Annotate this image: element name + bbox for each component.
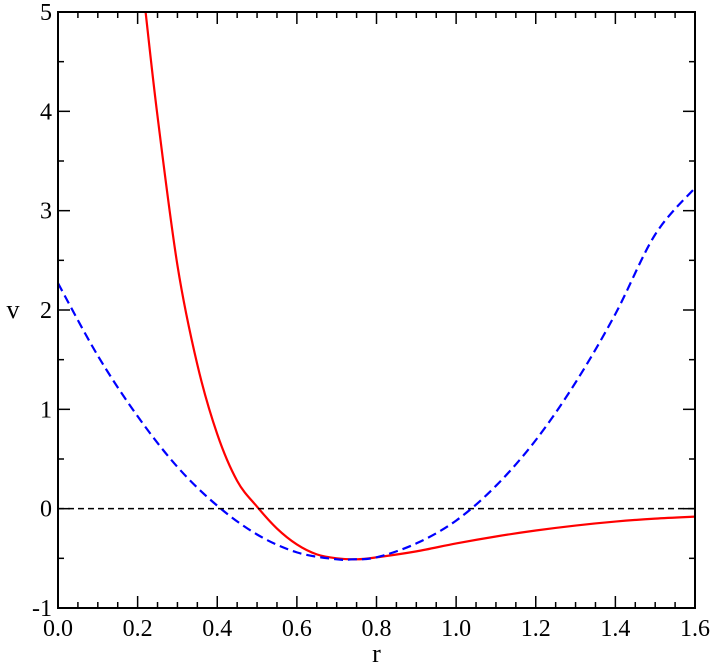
y-tick-label: 0: [40, 497, 52, 523]
x-tick-label: 1.6: [680, 616, 710, 642]
x-tick-label: 1.4: [600, 616, 630, 642]
y-tick-label: 5: [40, 0, 52, 26]
y-tick-label: 3: [40, 199, 52, 225]
blue-dashed-curve: [58, 187, 695, 562]
ticks-layer: [57, 11, 696, 609]
y-axis-title: v: [7, 295, 20, 324]
labels-layer: 0.0 0.2 0.4 0.6 0.8 1.0 1.2 1.4 1.6 -1 0 1 2 3 4 5: [32, 0, 710, 642]
plot-frame: [57, 11, 696, 609]
y-tick-label: 2: [40, 298, 52, 324]
x-tick-label: 0.0: [43, 616, 73, 642]
red-solid-curve: [144, 12, 695, 561]
x-tick-label: 0.4: [202, 616, 232, 642]
x-tick-label: 1.0: [441, 616, 471, 642]
x-tick-label: 0.2: [123, 616, 153, 642]
y-tick-label: 1: [40, 397, 52, 423]
x-tick-label: 1.2: [521, 616, 551, 642]
x-axis-title: r: [372, 639, 381, 666]
x-tick-label: 0.6: [282, 616, 312, 642]
series-layer: [58, 12, 695, 562]
y-tick-label: 4: [40, 99, 52, 125]
y-tick-label: -1: [32, 596, 52, 622]
x-tick-label: 0.8: [362, 616, 392, 642]
